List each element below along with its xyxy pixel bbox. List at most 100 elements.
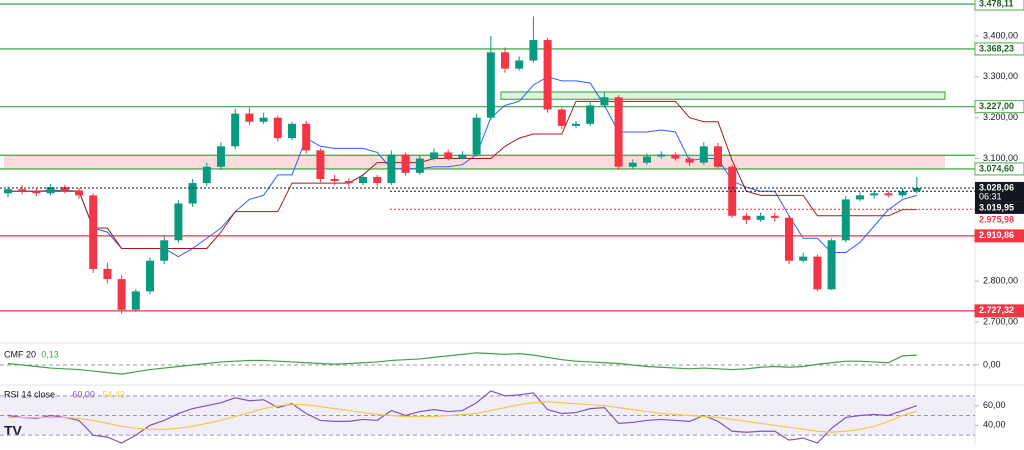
marker-label-box [975,181,1024,202]
candle-body [401,154,410,173]
candle-body [146,260,154,292]
candle-body [728,166,737,216]
candle-body [557,109,566,126]
candle-body [472,117,481,155]
candle-body [614,97,623,167]
candle-body [699,146,708,163]
price-label: 2.910,86 [979,230,1014,240]
price-label-box [974,100,1024,114]
price-label: 3.227,00 [979,101,1014,111]
candle-body [373,176,382,184]
indicator-line [8,401,917,433]
candle-body [628,162,637,167]
y-tick-label: 3.200,00 [983,112,1018,122]
candle-body [714,146,722,167]
candle-body [912,187,921,192]
candle-body [174,203,183,241]
candle-body [841,199,850,241]
y-tick-label: 2.800,00 [983,276,1018,286]
candle-body [770,215,779,218]
candle-body [217,146,225,167]
indicator-value: 0,13 [41,349,59,359]
candle-body [344,181,353,184]
y-tick-label: 0,00 [983,359,1001,369]
y-tick-label: 3.300,00 [983,71,1018,81]
indicator-value: 54,43 [102,389,125,399]
zone [4,155,945,169]
marker-label: 3.019,95 [979,202,1014,212]
candle-body [359,176,367,184]
candle-body [330,178,339,182]
candle-body [18,189,27,192]
candle-body [89,195,98,269]
y-tick-label: 3.100,00 [983,153,1018,163]
candle-body [898,191,907,196]
candle-body [529,40,538,61]
candle-body [117,279,126,310]
indicator-title: RSI 14 close [4,389,55,399]
candle-body [259,117,268,122]
candle-body [685,158,694,163]
candle-body [430,152,438,159]
price-label: 3.074,60 [979,163,1014,173]
candle-body [742,215,751,220]
price-label-box [974,304,1024,318]
candle-body [188,183,197,204]
countdown: 06:31 [979,191,1002,201]
candle-body [486,52,495,118]
candle-body [273,117,282,139]
marker-label-box [975,201,1024,214]
candle-body [302,123,311,151]
price-label-box [974,0,1024,11]
marker-label-box [975,213,1024,226]
candle-body [799,256,808,261]
candle-body [415,158,424,173]
candle-body [827,240,836,290]
candle-body [202,166,211,184]
price-label: 3.368,23 [979,43,1014,53]
marker-label: 2.975,98 [979,214,1014,224]
price-label-box [974,229,1024,243]
indicator-line [7,390,917,444]
candle-body [131,291,140,310]
candle-body [756,215,765,220]
candle-body [870,193,879,196]
candle-body [60,187,69,191]
marker-label: 3.028,06 [979,182,1014,192]
y-tick-label: 60,00 [983,400,1006,410]
zone [500,91,946,100]
candle-body [856,195,864,200]
candle-body [543,40,552,110]
candle-body [75,190,83,196]
y-tick-label: 3.400,00 [983,30,1018,40]
candle-body [600,97,609,106]
y-tick-label: 2.700,00 [983,316,1018,326]
candle-body [643,156,651,163]
candle-body [316,150,325,179]
candle-body [103,268,112,280]
candle-body [586,105,595,124]
indicator-title: CMF 20 [4,349,36,359]
candle-body [387,154,396,184]
candle-body [245,113,254,122]
candle-body [572,123,580,126]
price-label: 3.478,11 [979,0,1014,8]
candle-body [46,187,55,194]
candle-body [231,113,240,147]
candle-body [458,154,467,159]
candle-body [444,152,453,159]
candle-body [657,154,666,157]
candle-body [813,256,822,290]
candle-body [501,52,509,69]
indicator-line [7,352,917,375]
candle-body [288,123,296,139]
price-label: 2.727,32 [979,305,1014,315]
price-label-box [974,162,1024,176]
candle-body [515,60,524,69]
candle-body [160,240,169,261]
indicator-value: 60,00 [72,389,95,399]
candle-body [4,189,12,194]
